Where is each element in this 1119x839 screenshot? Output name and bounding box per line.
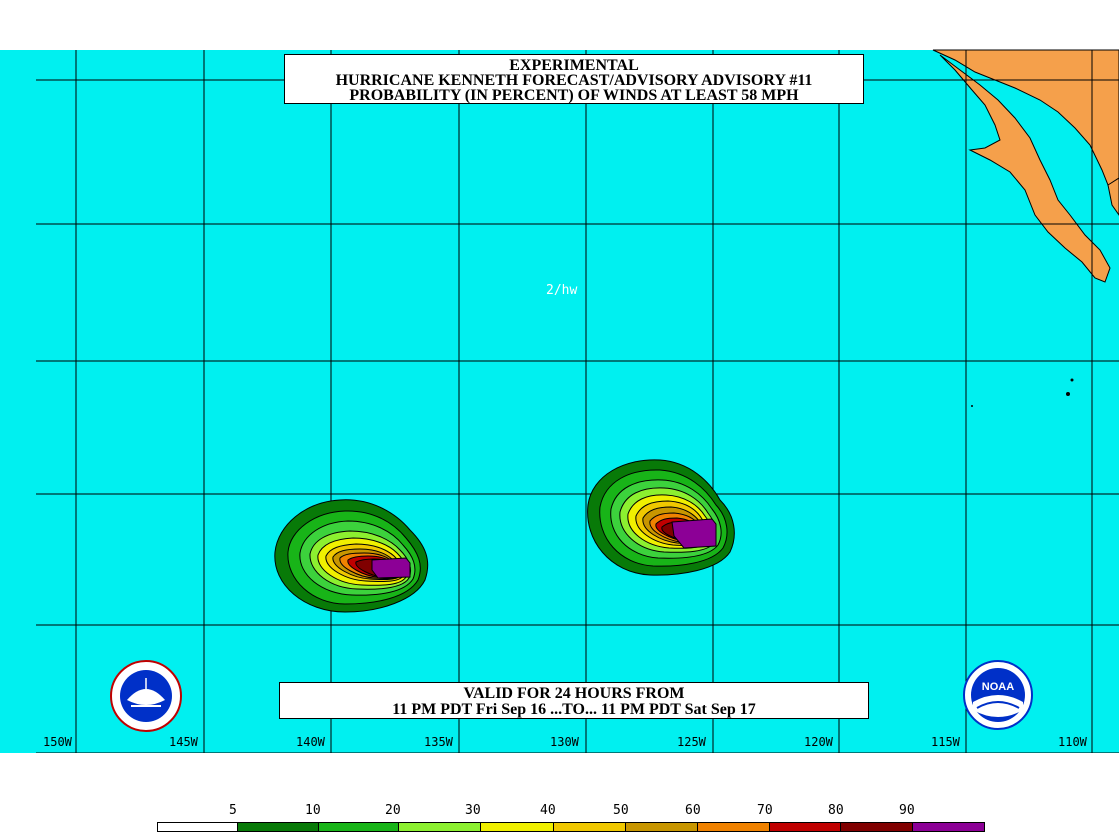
legend-label: 80 [828,803,844,818]
probability-swath-east [587,459,735,576]
valid-line-1: VALID FOR 24 HOURS FROM [463,685,685,702]
forecaster-initials: 2/hw [546,283,578,298]
land-baja [939,54,1111,283]
longitude-label: 130W [550,735,579,749]
longitude-label: 115W [931,735,960,749]
legend-swatch [318,822,399,832]
island [1066,392,1070,396]
probability-swath-west [274,499,429,613]
legend-label: 50 [613,803,629,818]
legend-label: 90 [899,803,915,818]
legend-swatch [553,822,626,832]
longitude-label: 145W [169,735,198,749]
longitude-label: 135W [424,735,453,749]
legend-swatch [840,822,913,832]
longitude-label: 125W [677,735,706,749]
noaa-logo-text: NOAA [982,681,1014,693]
longitude-label: 120W [804,735,833,749]
legend-swatch [912,822,985,832]
legend-label: 70 [757,803,773,818]
legend-swatch [237,822,319,832]
legend-swatch [769,822,841,832]
noaa-logo: NOAA [963,660,1033,730]
longitude-label: 140W [296,735,325,749]
legend-swatch [625,822,698,832]
title-line-3: PROBABILITY (IN PERCENT) OF WINDS AT LEA… [349,87,799,104]
legend-label: 10 [305,803,321,818]
legend-swatch [157,822,238,832]
legend-label: 30 [465,803,481,818]
longitude-label: 150W [43,735,72,749]
legend-swatch [697,822,770,832]
title-line-1: EXPERIMENTAL [509,57,639,74]
title-line-2: HURRICANE KENNETH FORECAST/ADVISORY ADVI… [335,72,813,89]
legend-label: 20 [385,803,401,818]
legend-swatch [398,822,481,832]
legend-label: 40 [540,803,556,818]
legend-label: 5 [229,803,237,818]
longitude-label: 110W [1058,735,1087,749]
valid-time-box: VALID FOR 24 HOURS FROM 11 PM PDT Fri Se… [279,682,869,719]
nws-logo [109,660,183,732]
title-box: EXPERIMENTAL HURRICANE KENNETH FORECAST/… [284,54,864,104]
grid [36,50,1119,754]
land-east [1107,177,1119,216]
valid-line-2: 11 PM PDT Fri Sep 16 ...TO... 11 PM PDT … [392,701,756,718]
island [1070,378,1074,382]
island [971,405,973,407]
ocean [0,50,1119,753]
legend-swatch [480,822,554,832]
legend-label: 60 [685,803,701,818]
